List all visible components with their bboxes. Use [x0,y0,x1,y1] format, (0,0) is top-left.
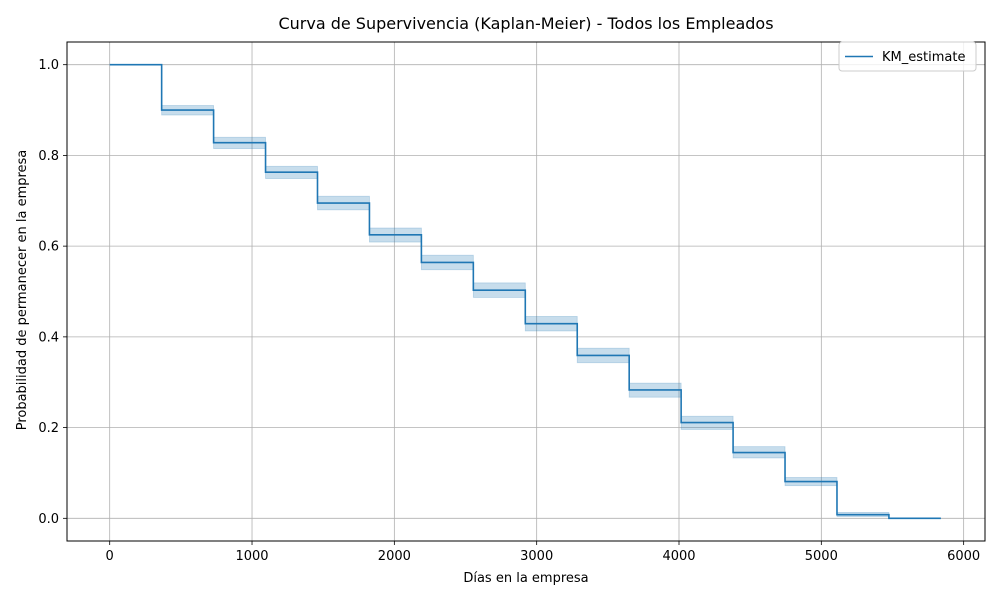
x-tick-label: 1000 [235,549,268,564]
y-axis-label: Probabilidad de permanecer en la empresa [15,150,30,431]
legend-label: KM_estimate [882,50,965,65]
survival-curve [109,63,941,520]
x-tick-label: 2000 [378,549,411,564]
x-tick-label: 5000 [805,549,838,564]
x-tick-label: 4000 [662,549,695,564]
y-tick-label: 0.2 [38,421,59,436]
y-tick-label: 0.8 [38,149,59,164]
y-tick-label: 1.0 [38,58,59,73]
x-tick-label: 0 [106,549,114,564]
y-tick-label: 0.6 [38,240,59,255]
y-axis-ticks: 0.0 0.2 0.4 0.6 0.8 1.0 [38,58,67,527]
x-axis-ticks: 0 1000 2000 3000 4000 5000 6000 [106,541,980,564]
legend-box [838,41,977,72]
x-tick-label: 3000 [520,549,553,564]
y-tick-label: 0.0 [38,512,59,527]
axes-frame [66,41,986,542]
y-tick-label: 0.4 [38,330,59,345]
x-axis-label: Días en la empresa [463,571,588,586]
x-tick-label: 6000 [947,549,980,564]
legend: KM_estimate [838,41,977,72]
km-estimate-line [109,63,941,520]
chart-title: Curva de Supervivencia (Kaplan-Meier) - … [278,14,773,33]
grid [67,42,985,541]
